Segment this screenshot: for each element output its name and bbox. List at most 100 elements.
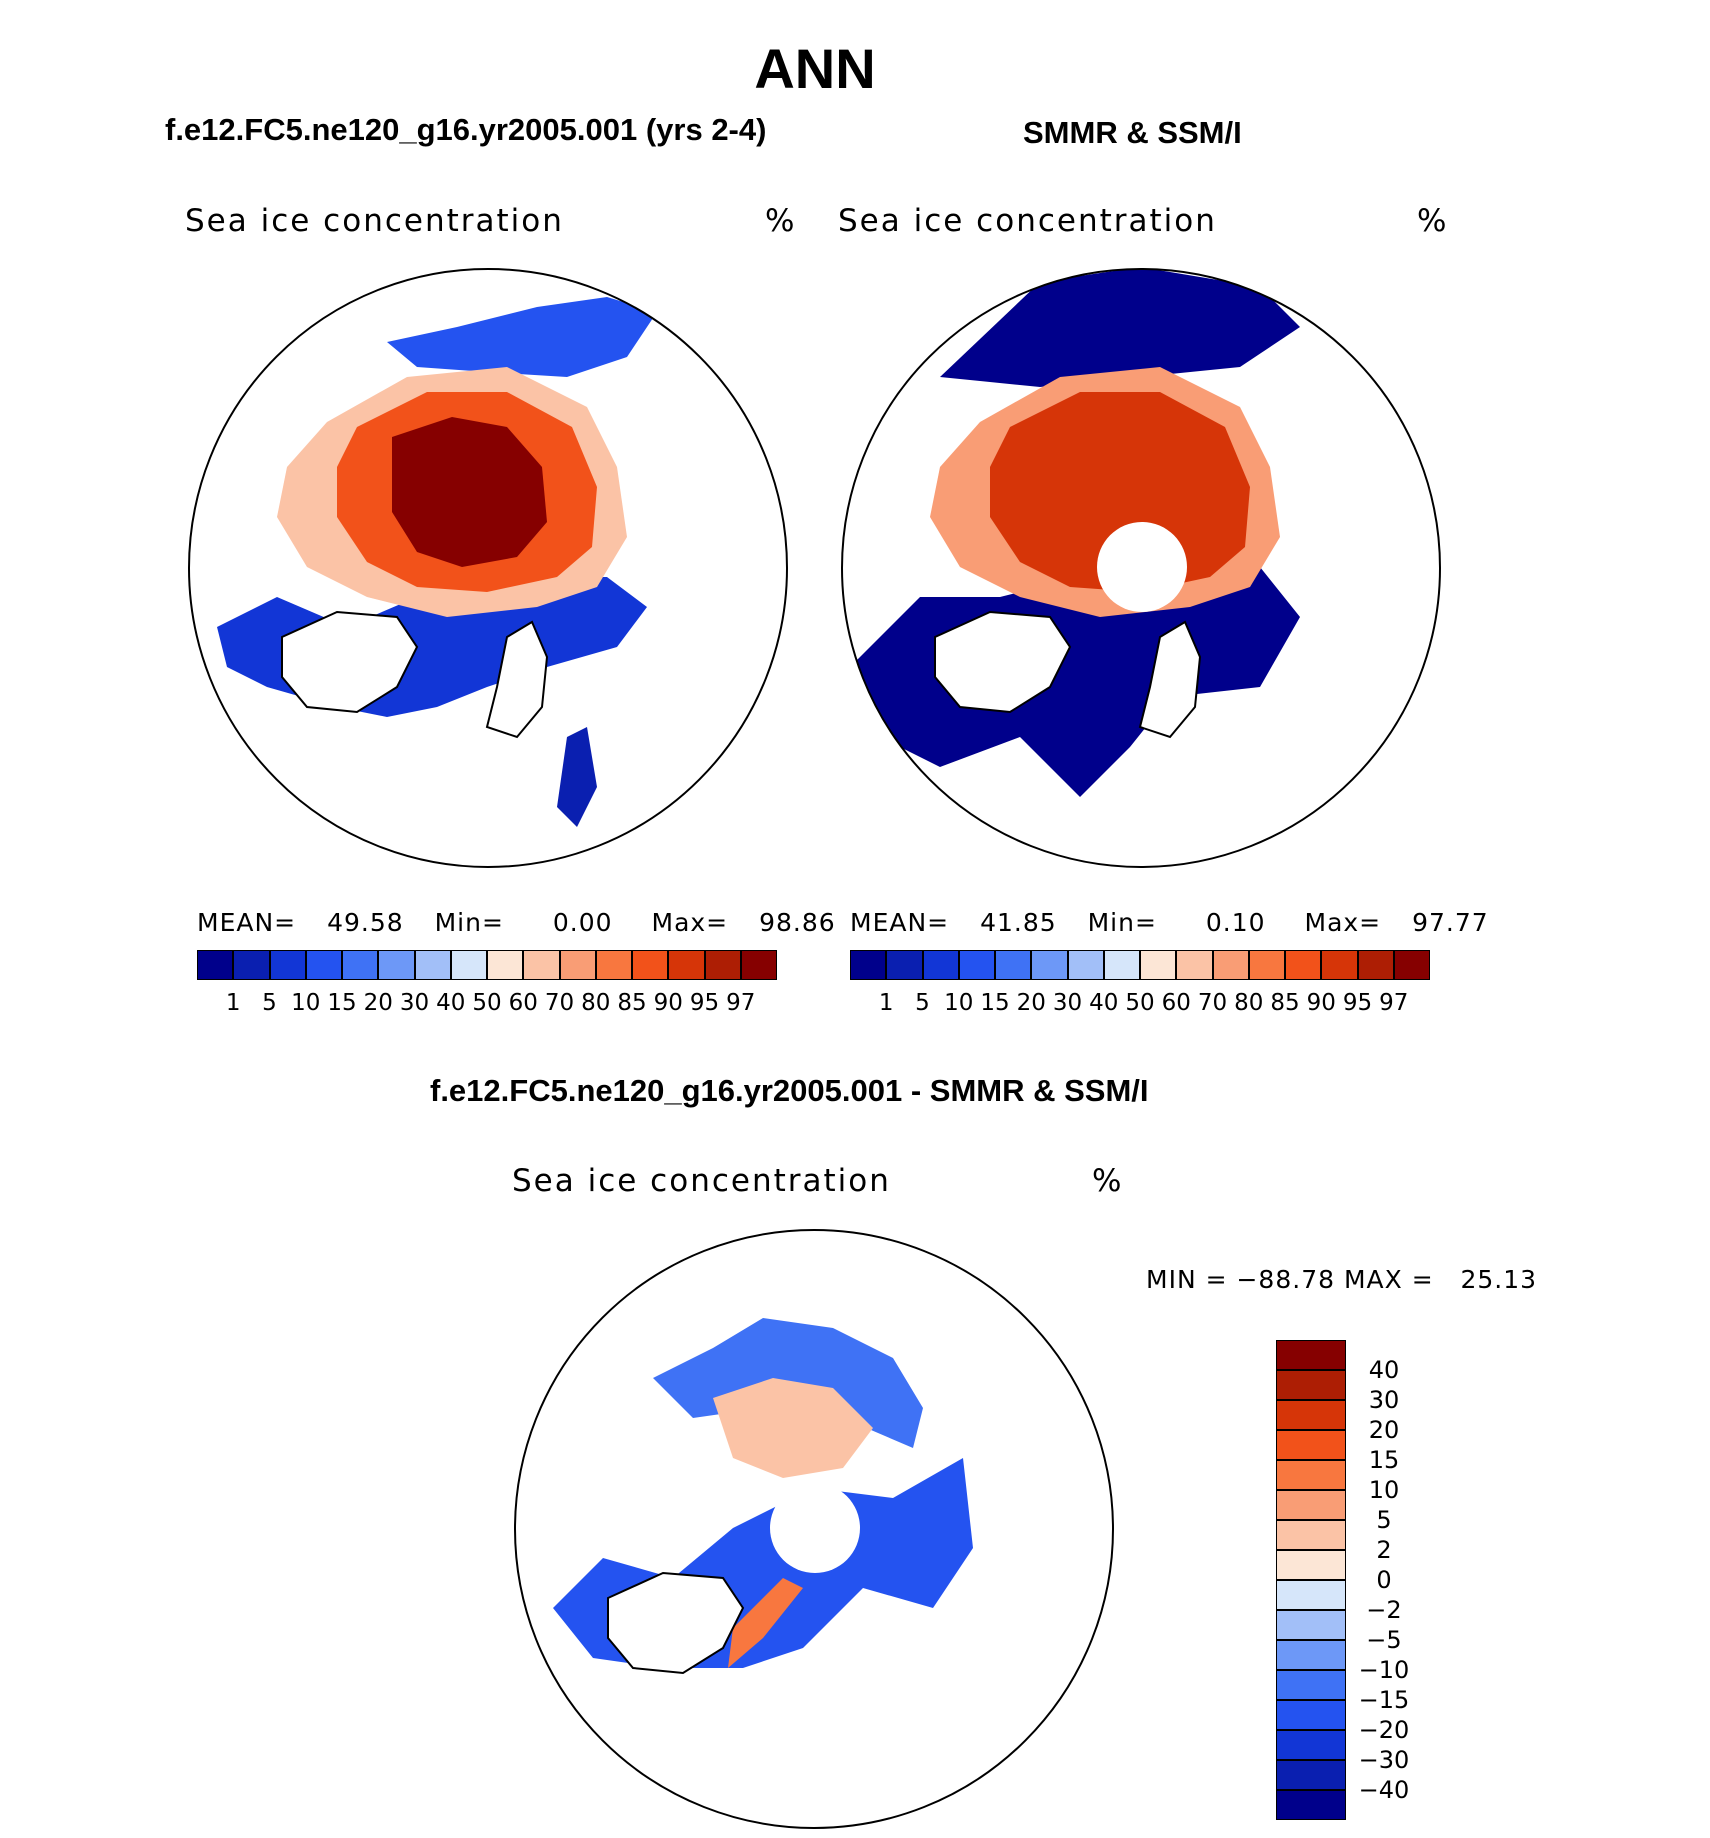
diff-colorbar: 40 30 20 15 10 5 2 0 −2 −5 −10 −15 −20 −30 −40 [1276,1340,1409,1820]
model-colorbar-swatch [414,950,451,980]
obs-colorbar-swatch [995,950,1032,980]
diff-colorbar-tick-label: 10 [1368,1476,1400,1504]
model-colorbar-tick-label: 30 [399,990,430,1016]
diff-units-label: % [1092,1163,1124,1199]
diff-colorbar-tick-label: 20 [1368,1416,1400,1444]
model-colorbar: 1 5 10 15 20 30 40 50 60 70 80 85 90 95 97 [197,950,777,1016]
model-mean-label: MEAN= [197,908,297,937]
diff-positive-fram [728,1578,803,1668]
obs-max-value: 97.77 [1412,908,1489,937]
obs-colorbar-swatch [1176,950,1213,980]
obs-colorbar-tick-label: 85 [1270,990,1300,1016]
obs-colorbar-swatch [1031,950,1068,980]
diff-colorbar-swatch [1276,1520,1346,1550]
obs-min-value: 0.10 [1205,908,1266,937]
diff-colorbar-tick-label: 0 [1376,1566,1392,1594]
diff-colorbar-swatch [1276,1550,1346,1580]
obs-colorbar-tick-label: 1 [878,990,894,1016]
model-colorbar-swatch [197,950,234,980]
obs-panel-title: SMMR & SSM/I [1023,115,1242,150]
model-colorbar-tick-label: 5 [262,990,277,1016]
obs-colorbar-swatch [1140,950,1177,980]
diff-colorbar-swatch [1276,1580,1346,1610]
model-min-value: 0.00 [552,908,613,937]
diff-colorbar-swatch [1276,1430,1346,1460]
model-colorbar-tick-label: 85 [617,990,647,1016]
diff-colorbar-swatch [1276,1340,1346,1370]
model-colorbar-swatch [378,950,415,980]
model-greenland [281,610,419,714]
model-panel-title: f.e12.FC5.ne120_g16.yr2005.001 (yrs 2-4) [165,112,767,147]
obs-colorbar-tick-label: 50 [1125,990,1155,1016]
model-colorbar-swatch [487,950,524,980]
diff-range-text: MIN = −88.78 MAX = 25.13 [1146,1265,1538,1294]
obs-colorbar-tick-label: 95 [1342,990,1373,1016]
model-pacific-ice-edge [387,297,657,377]
model-scandinavia [485,620,549,739]
obs-max-label: Max= [1304,908,1382,937]
diff-colorbar-tick-label: −20 [1358,1716,1410,1744]
obs-colorbar-tick-label: 20 [1016,990,1046,1016]
model-colorbar-tick-label: 97 [726,990,756,1016]
diff-colorbar-swatch [1276,1400,1346,1430]
diff-pole-hole [770,1483,860,1573]
obs-colorbar-tick-label: 60 [1161,990,1191,1016]
diff-colorbar-tick-label: 30 [1368,1386,1400,1414]
diff-colorbar-swatch [1276,1490,1346,1520]
obs-polar-map [841,268,1441,868]
diff-colorbar-tick-label: −5 [1366,1626,1402,1654]
obs-colorbar-tick-label: 10 [944,990,974,1016]
obs-greenland [934,610,1072,714]
model-colorbar-swatch [595,950,632,980]
model-stats: MEAN= 49.58 Min= 0.00 Max= 98.86 [197,908,836,937]
diff-colorbar-tick-label: −30 [1358,1746,1410,1774]
obs-pole-hole [1097,522,1187,612]
diff-polar-map [514,1229,1114,1829]
model-colorbar-tick-label: 15 [327,990,357,1016]
obs-mean-value: 41.85 [980,908,1057,937]
model-colorbar-tick-label: 20 [363,990,393,1016]
model-colorbar-swatch [668,950,705,980]
obs-colorbar-swatch [1248,950,1285,980]
obs-colorbar-swatch [1357,950,1394,980]
diff-colorbar-tick-label: −10 [1358,1656,1410,1684]
model-colorbar-tick-label: 70 [544,990,575,1016]
diff-variable-label: Sea ice concentration [512,1163,891,1199]
obs-colorbar-tick-label: 5 [915,990,930,1016]
main-title: ANN [754,37,876,100]
model-min-label: Min= [434,908,504,937]
obs-colorbar-tick-label: 30 [1052,990,1083,1016]
diff-colorbar-swatch [1276,1370,1346,1400]
model-units-label: % [765,203,797,239]
obs-colorbar-swatch [850,950,887,980]
model-colorbar-tick-label: 50 [472,990,502,1016]
model-colorbar-tick-label: 40 [436,990,466,1016]
model-polar-map [188,268,788,868]
obs-colorbar-swatch [1393,950,1430,980]
model-colorbar-tick-label: 60 [508,990,538,1016]
diff-colorbar-swatch [1276,1760,1346,1790]
obs-colorbar-tick-label: 15 [980,990,1010,1016]
obs-colorbar-tick-label: 40 [1089,990,1119,1016]
diff-colorbar-tick-label: 2 [1376,1536,1392,1564]
obs-colorbar-swatch [1321,950,1358,980]
obs-colorbar-tick-label: 70 [1197,990,1228,1016]
obs-colorbar-swatch [922,950,959,980]
diff-colorbar-swatch [1276,1460,1346,1490]
model-colorbar-tick-label: 80 [581,990,611,1016]
diff-positive-central [713,1378,873,1478]
model-variable-label: Sea ice concentration [185,203,564,239]
model-colorbar-swatch [523,950,560,980]
obs-colorbar-tick-label: 97 [1379,990,1409,1016]
obs-pacific-ice-edge [940,269,1300,387]
model-colorbar-swatch [740,950,777,980]
diff-colorbar-swatch [1276,1790,1346,1820]
model-colorbar-swatch [305,950,342,980]
diff-colorbar-swatch [1276,1640,1346,1670]
model-max-value: 98.86 [759,908,836,937]
obs-colorbar: 1 5 10 15 20 30 40 50 60 70 80 85 90 95 97 [850,950,1430,1016]
obs-ice-core [990,392,1250,592]
model-colorbar-swatch [269,950,306,980]
obs-min-label: Min= [1087,908,1157,937]
diff-colorbar-tick-label: −40 [1358,1776,1410,1804]
